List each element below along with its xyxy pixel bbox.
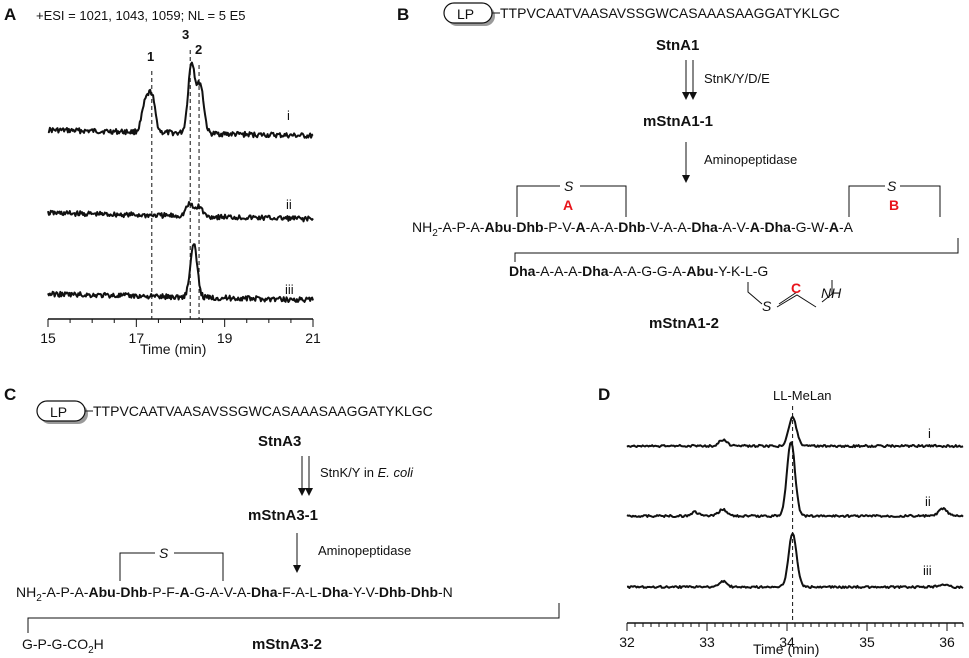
ring-c-bond-right [821, 280, 833, 303]
arrow-c2 [293, 533, 301, 573]
chart-d-tick-label-34: 34 [779, 634, 795, 650]
ring-c-double-bond [776, 291, 817, 308]
chart-a-tick-label-21: 21 [305, 330, 321, 346]
leader-tag-label-b: LP [457, 6, 474, 22]
leader-tag-label-c: LP [50, 404, 67, 420]
trace-label-a-i: i [287, 108, 290, 123]
sequence-connector-b [514, 238, 959, 262]
chart-d-series-i [626, 415, 964, 449]
enzyme-label-b2: Aminopeptidase [704, 152, 797, 167]
chart-d-tick-label-33: 33 [699, 634, 715, 650]
ring-c-nh: NH [821, 285, 842, 301]
chart-a-traces [47, 61, 314, 303]
mstna3-1-label: mStnA3-1 [248, 507, 318, 524]
ring-a-label: A [563, 197, 573, 213]
chart-a-reference-lines [151, 50, 200, 319]
leader-sequence-b: TTPVCAATVAASAVSSGWCASAAASAAGGATYKLGC [500, 5, 840, 21]
chart-d-xlabel: Time (min) [753, 641, 819, 657]
leader-peptide-tag-c: LP [36, 400, 88, 424]
leader-peptide-tag-b: LP [443, 2, 495, 26]
chart-a-series-iii [47, 243, 314, 303]
double-arrow-b1 [682, 60, 697, 100]
leader-sequence-c: TTPVCAATVAASAVSSGWCASAAASAAGGATYKLGC [93, 403, 433, 419]
ll-melan-label: LL-MeLan [773, 388, 832, 403]
trace-label-d-ii: ii [925, 494, 931, 509]
sequence-connector-c [27, 603, 560, 633]
chart-d-series-ii [626, 441, 964, 519]
stna1-label: StnA1 [656, 37, 699, 54]
ring-b-bond-left [848, 185, 885, 217]
mstna1-2-label: mStnA1-2 [649, 315, 719, 332]
ring-b-label: B [889, 197, 899, 213]
chart-a-tick-label-19: 19 [217, 330, 233, 346]
trace-label-d-i: i [928, 426, 931, 441]
trace-label-d-iii: iii [923, 563, 932, 578]
trace-label-a-ii: ii [286, 197, 292, 212]
panel-a-header: +ESI = 1021, 1043, 1059; NL = 5 E5 [36, 8, 246, 23]
chart-a-series-ii [47, 201, 314, 223]
ring-c3-bond-right [174, 552, 224, 581]
ring-c-bond-left [747, 282, 763, 305]
enzyme-label-c1: StnK/Y in E. coli [320, 465, 414, 480]
arrow-b2 [682, 142, 690, 183]
mstna1-1-label: mStnA1-1 [643, 113, 713, 130]
panel-letter-a: A [4, 5, 16, 24]
ring-a-bond-right [580, 185, 627, 217]
ring-c3-sulfur: S [159, 545, 169, 561]
chart-a-tick-label-15: 15 [40, 330, 56, 346]
enzyme-label-b1: StnK/Y/D/E [704, 71, 770, 86]
peak-label-1: 1 [147, 49, 154, 64]
double-arrow-c1 [298, 456, 313, 496]
ring-c3-bond-left [119, 552, 155, 581]
chart-d-traces [626, 415, 964, 590]
ring-b-sulfur: S [887, 178, 897, 194]
stna3-label: StnA3 [258, 433, 301, 450]
mstna1-2-sequence: NH2-A-P-A-Abu-Dhb-P-V-A-A-A-Dhb-V-A-A-Dh… [412, 219, 854, 239]
peak-label-2: 2 [195, 42, 202, 57]
mstna1-2-sequence-2: Dha-A-A-A-Dha-A-A-G-G-A-Abu-Y-K-L-G [509, 263, 768, 279]
ring-c-label: C [791, 280, 801, 296]
peak-label-3: 3 [182, 27, 189, 42]
chart-d-tick-label-36: 36 [939, 634, 955, 650]
chart-a: 15 17 19 21 [40, 50, 321, 346]
chart-d-tick-label-35: 35 [859, 634, 875, 650]
mstna3-2-label: mStnA3-2 [252, 636, 322, 653]
panel-letter-d: D [598, 385, 610, 404]
mstna3-2-sequence: NH2-A-P-A-Abu-Dhb-P-F-A-G-A-V-A-Dha-F-A-… [16, 584, 453, 604]
ring-b-bond-right [900, 185, 941, 217]
panel-letter-b: B [397, 5, 409, 24]
chart-d: 32 33 34 35 36 [619, 406, 964, 650]
chart-a-xlabel: Time (min) [140, 341, 206, 357]
chart-d-tick-label-32: 32 [619, 634, 635, 650]
chart-a-tick-label-17: 17 [129, 330, 145, 346]
chart-d-series-iii [626, 532, 964, 590]
panel-letter-c: C [4, 385, 16, 404]
ring-a-sulfur: S [564, 178, 574, 194]
mstna3-2-tail: G-P-G-CO2H [22, 636, 104, 656]
trace-label-a-iii: iii [285, 282, 294, 297]
chart-d-x-axis: 32 33 34 35 36 [619, 622, 964, 650]
ring-c-sulfur: S [762, 298, 772, 314]
chart-a-series-i [47, 61, 314, 139]
ring-a-bond-left [516, 185, 560, 217]
chart-a-x-axis: 15 17 19 21 [40, 318, 321, 346]
enzyme-label-c2: Aminopeptidase [318, 543, 411, 558]
